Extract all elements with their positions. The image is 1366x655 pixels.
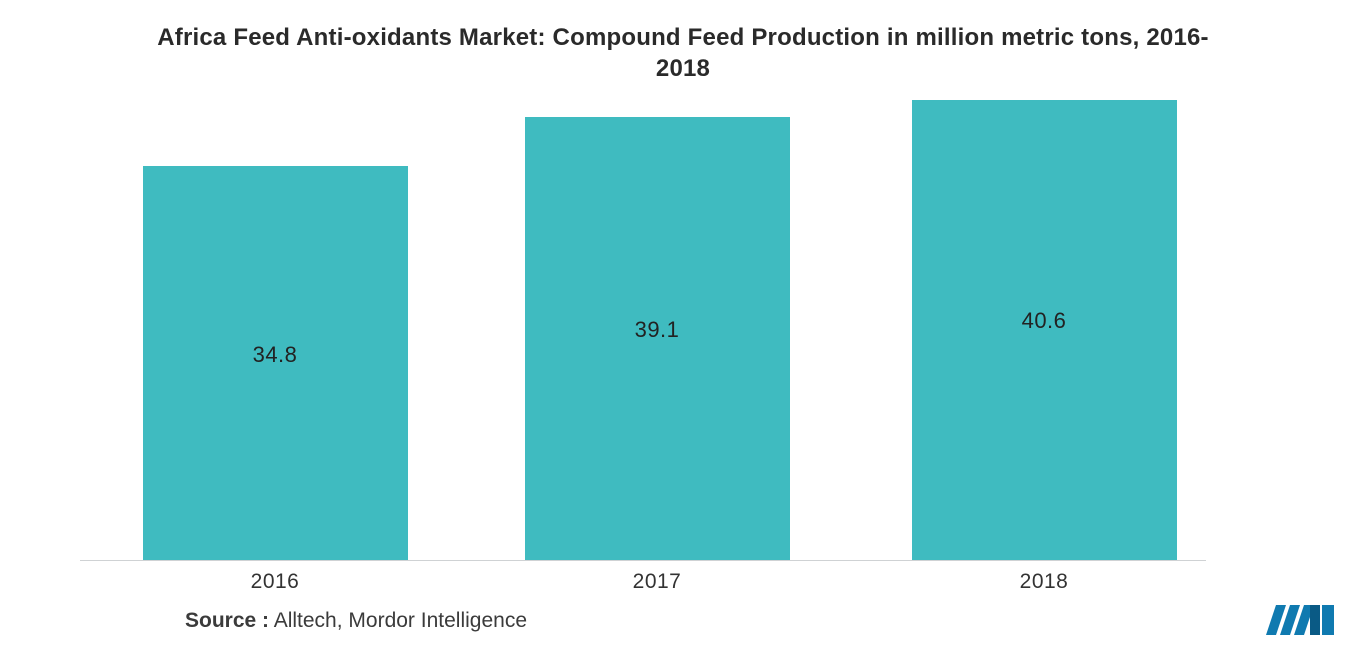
- bar-2017: 39.1: [525, 117, 790, 560]
- mordor-intelligence-logo-icon: [1264, 601, 1336, 637]
- x-label-2017: 2017: [597, 570, 717, 594]
- source-label: Source :: [185, 609, 269, 632]
- bar-value-2016: 34.8: [143, 342, 408, 368]
- bar-2018: 40.6: [912, 100, 1177, 560]
- chart-title: Africa Feed Anti-oxidants Market: Compou…: [133, 0, 1233, 84]
- x-label-2016: 2016: [215, 570, 335, 594]
- chart-container: Africa Feed Anti-oxidants Market: Compou…: [0, 0, 1366, 655]
- source-attribution: Source : Alltech, Mordor Intelligence: [185, 609, 527, 633]
- x-label-2018: 2018: [984, 570, 1104, 594]
- bar-value-2017: 39.1: [525, 317, 790, 343]
- plot-area: 34.8 39.1 40.6: [80, 90, 1200, 561]
- bar-value-2018: 40.6: [912, 308, 1177, 334]
- bar-2016: 34.8: [143, 166, 408, 560]
- chart-baseline: [80, 560, 1206, 561]
- source-text: Alltech, Mordor Intelligence: [269, 609, 527, 632]
